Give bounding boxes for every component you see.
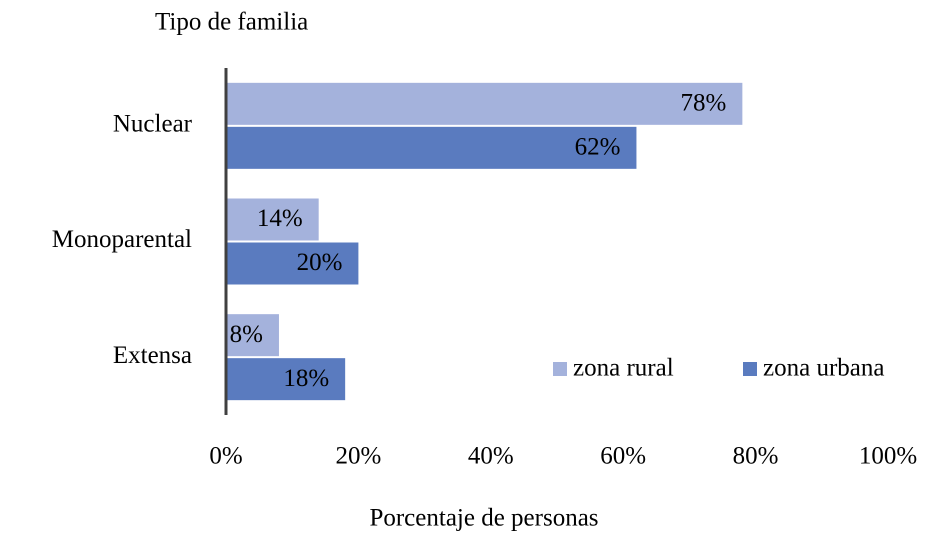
x-tick-label: 40% (468, 443, 514, 470)
bar (226, 358, 346, 401)
bar (226, 82, 743, 125)
legend-swatch (743, 362, 757, 376)
x-tick-label: 60% (600, 443, 646, 470)
y-tick-label: Extensa (113, 342, 192, 369)
bar (226, 198, 319, 241)
data-label: 8% (230, 321, 263, 348)
legend-label: zona urbana (763, 355, 884, 382)
bar (226, 126, 637, 169)
bar (226, 242, 359, 285)
data-label: 20% (297, 249, 343, 276)
legend-label: zona rural (573, 355, 674, 382)
x-tick-label: 100% (859, 443, 917, 470)
data-label: 14% (257, 205, 303, 232)
chart-title: Tipo de familia (155, 9, 308, 36)
data-label: 78% (681, 90, 727, 117)
x-tick-label: 80% (733, 443, 779, 470)
bar (226, 314, 279, 357)
x-tick-label: 20% (335, 443, 381, 470)
x-tick-label: 0% (209, 443, 242, 470)
y-tick-label: Nuclear (113, 111, 193, 138)
data-label: 18% (283, 365, 329, 392)
data-label: 62% (575, 134, 621, 161)
y-tick-label: Monoparental (52, 226, 192, 253)
x-axis-label: Porcentaje de personas (369, 505, 598, 532)
legend-swatch (553, 362, 567, 376)
